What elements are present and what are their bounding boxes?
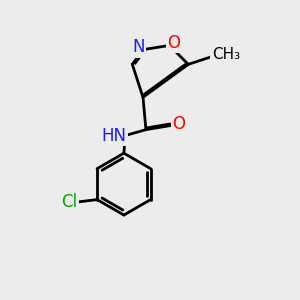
Text: O: O <box>168 34 181 52</box>
Text: N: N <box>132 38 145 56</box>
Text: Cl: Cl <box>61 193 77 211</box>
Text: HN: HN <box>102 127 127 145</box>
Text: CH₃: CH₃ <box>212 47 240 62</box>
Text: O: O <box>172 115 185 133</box>
